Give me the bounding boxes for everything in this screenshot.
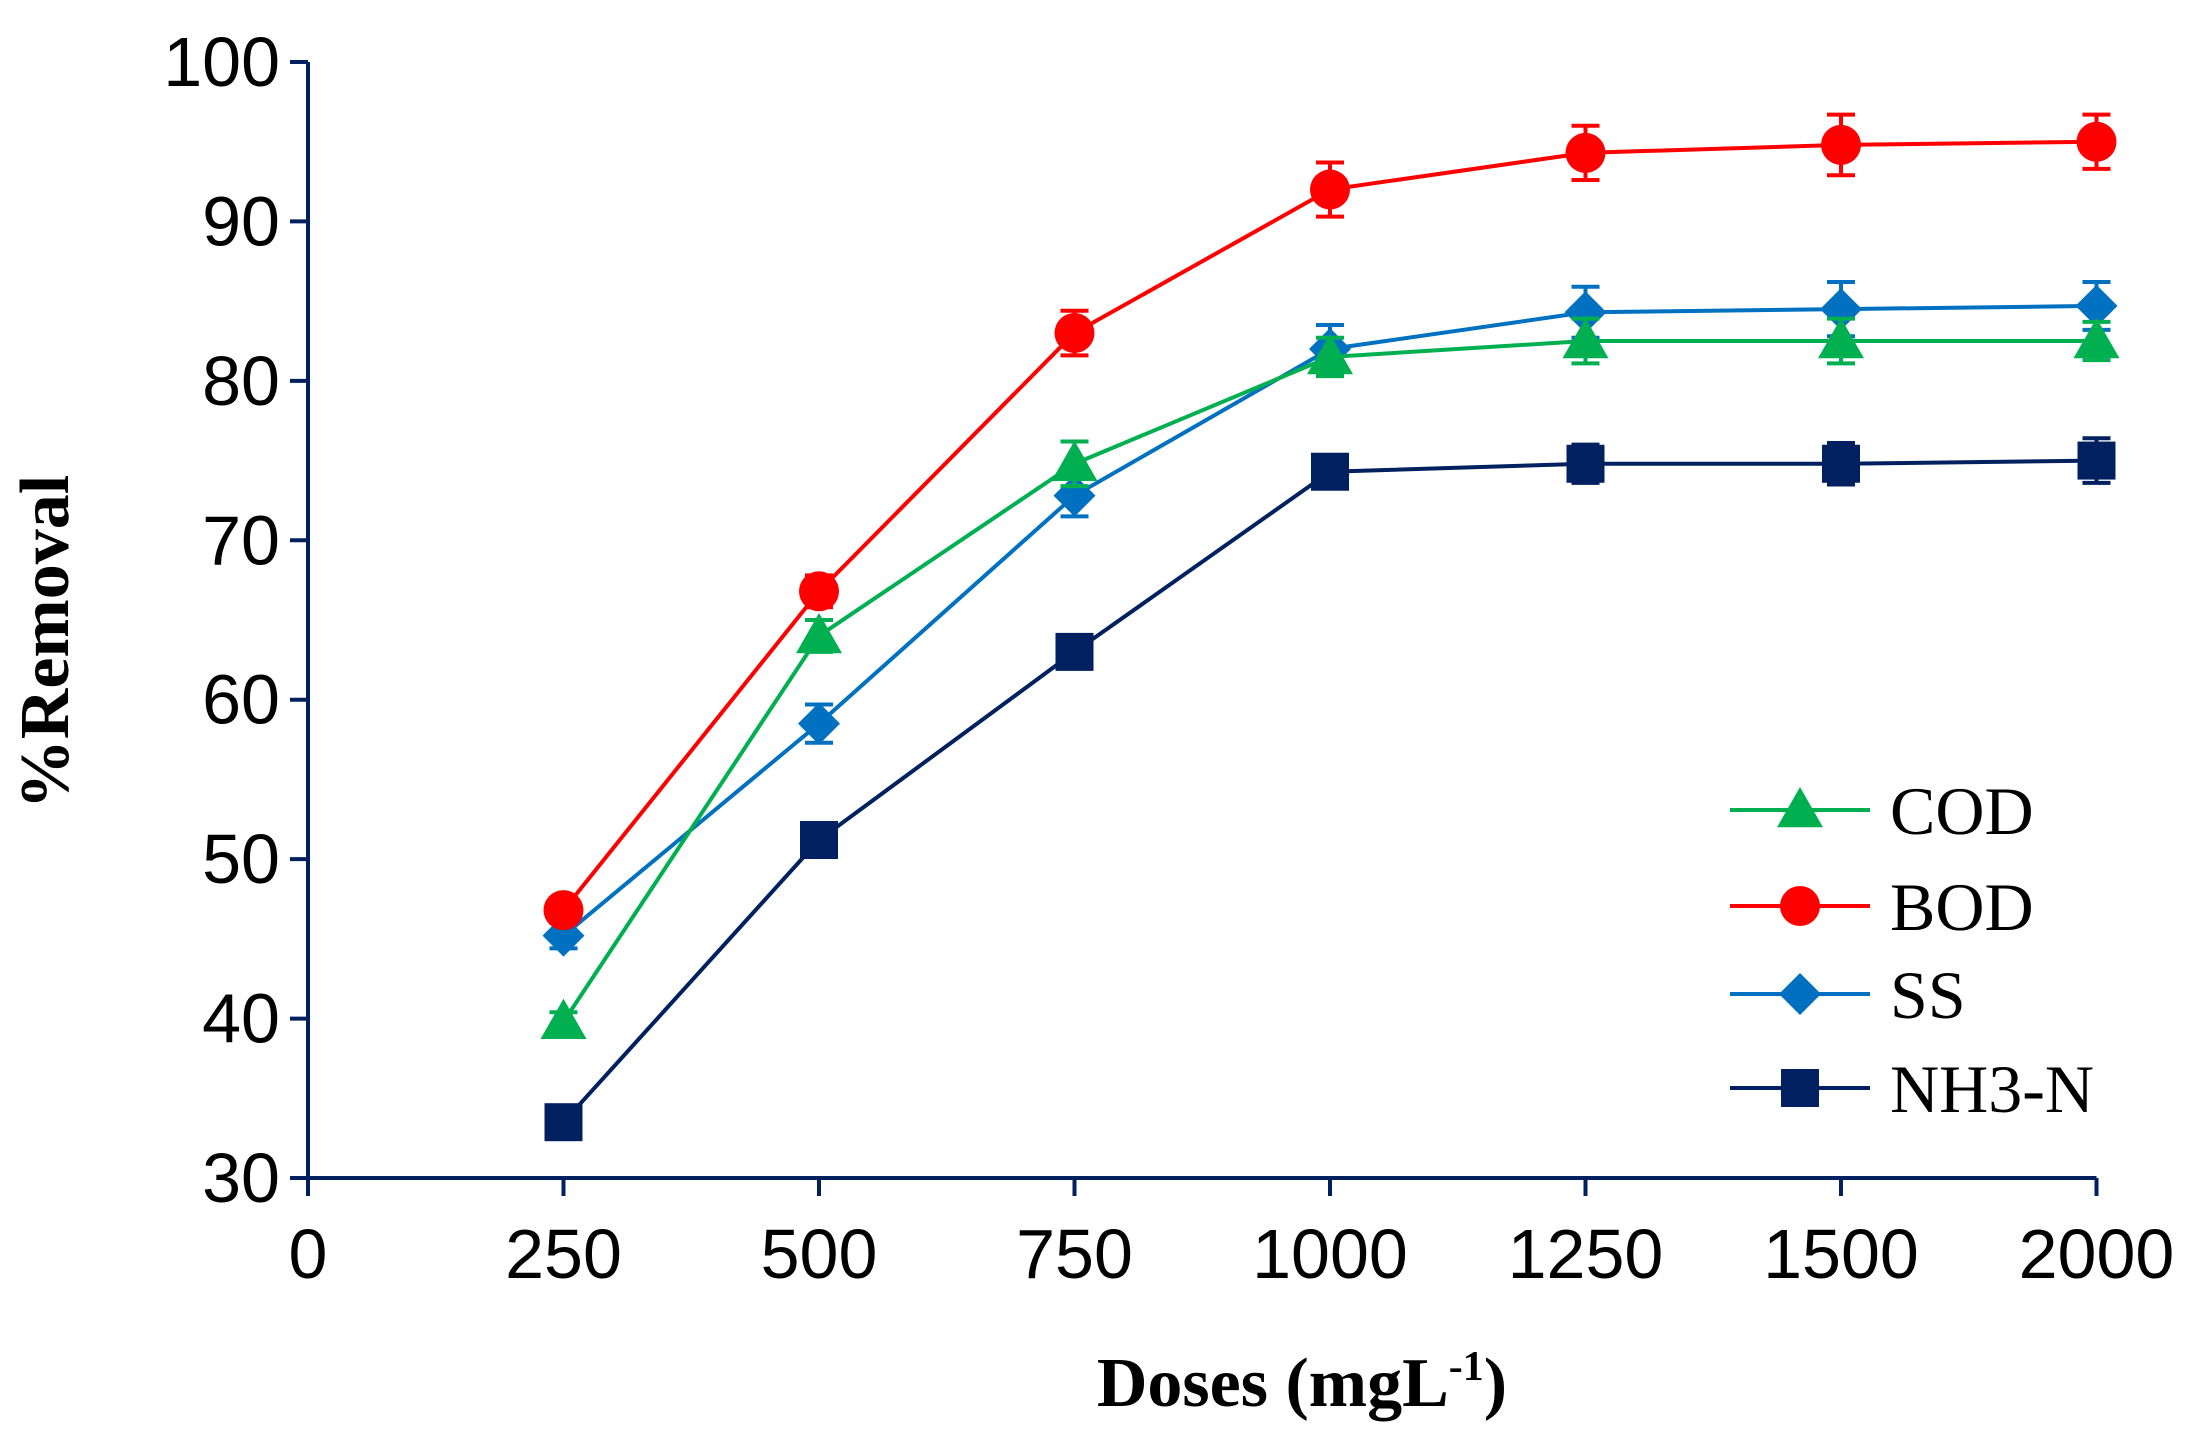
x-tick-label: 250 bbox=[505, 1215, 622, 1293]
y-tick-label: 30 bbox=[202, 1139, 280, 1217]
data-point-nh3-n bbox=[1566, 444, 1605, 483]
y-tick-label: 100 bbox=[163, 23, 280, 101]
x-tick-label: 1500 bbox=[1763, 1215, 1919, 1293]
legend-label-ss: SS bbox=[1890, 957, 1966, 1033]
y-axis-title: %Removal bbox=[7, 475, 84, 809]
data-point-cod bbox=[1818, 318, 1864, 359]
data-point-nh3-n bbox=[1822, 444, 1860, 483]
data-point-bod bbox=[1821, 124, 1861, 165]
x-tick-label: 0 bbox=[289, 1215, 328, 1293]
data-point-nh3-n bbox=[544, 1103, 583, 1142]
data-point-bod bbox=[2076, 121, 2117, 162]
y-tick-label: 90 bbox=[202, 182, 280, 260]
data-point-cod bbox=[796, 612, 842, 654]
series-line-nh3-n bbox=[562, 458, 2097, 1124]
data-point-cod bbox=[1562, 318, 1609, 359]
data-point-ss bbox=[798, 702, 840, 745]
series-line-cod bbox=[561, 339, 2097, 1023]
y-tick-label: 80 bbox=[202, 342, 280, 420]
data-point-cod bbox=[540, 998, 587, 1040]
data-point-bod bbox=[1054, 313, 1095, 354]
series-layer bbox=[540, 112, 2120, 1142]
y-tick-label: 50 bbox=[202, 820, 280, 898]
x-tick-label: 500 bbox=[761, 1215, 878, 1293]
x-tick-label: 1000 bbox=[1252, 1215, 1408, 1293]
legend-marker-bod bbox=[1780, 886, 1820, 926]
legend-label-bod: BOD bbox=[1890, 869, 2034, 945]
y-tick-label: 70 bbox=[202, 501, 280, 579]
x-tick-label: 2000 bbox=[2019, 1215, 2175, 1293]
series-ss bbox=[542, 280, 2118, 957]
legend-label-cod: COD bbox=[1890, 773, 2034, 849]
data-point-nh3-n bbox=[800, 821, 838, 860]
series-nh3-n bbox=[544, 436, 2116, 1142]
data-point-nh3-n bbox=[2077, 441, 2116, 480]
x-axis-title: Doses (mgL-1) bbox=[1097, 1344, 1507, 1422]
legend-marker-nh3-n bbox=[1781, 1069, 1819, 1107]
series-cod bbox=[540, 316, 2120, 1040]
data-point-bod bbox=[1565, 132, 1606, 173]
data-point-bod bbox=[543, 890, 584, 931]
data-point-bod bbox=[799, 571, 839, 612]
y-tick-label: 40 bbox=[202, 980, 280, 1058]
data-point-nh3-n bbox=[1055, 632, 1094, 671]
series-bod bbox=[543, 112, 2117, 931]
series-line-bod bbox=[561, 139, 2097, 912]
y-tick-label: 60 bbox=[202, 661, 280, 739]
data-point-bod bbox=[1310, 169, 1350, 210]
legend: COD BOD SS NH3-N bbox=[1730, 773, 2094, 1127]
data-point-nh3-n bbox=[1311, 452, 1349, 491]
legend-marker-ss bbox=[1779, 973, 1821, 1015]
data-point-cod bbox=[2073, 318, 2120, 359]
data-point-ss bbox=[1564, 291, 1607, 334]
x-tick-label: 1250 bbox=[1508, 1215, 1664, 1293]
data-point-cod bbox=[1307, 333, 1353, 375]
data-point-ss bbox=[2075, 284, 2118, 327]
legend-marker-cod bbox=[1777, 787, 1823, 828]
data-point-cod bbox=[1051, 440, 1098, 482]
x-tick-label: 750 bbox=[1016, 1215, 1133, 1293]
legend-label-nh3-n: NH3-N bbox=[1890, 1051, 2094, 1127]
